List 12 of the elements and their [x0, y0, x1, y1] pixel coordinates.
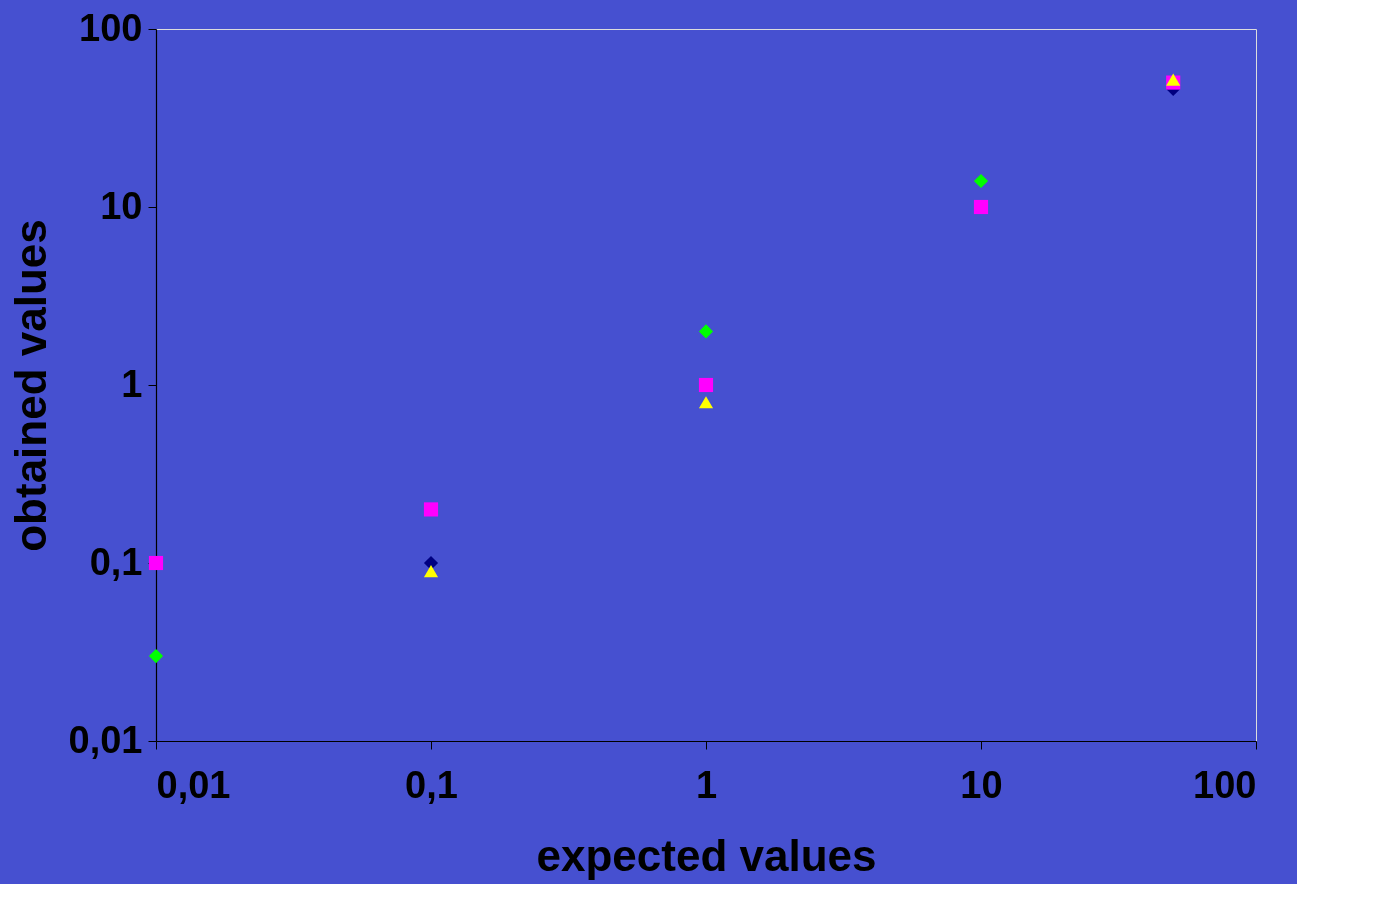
x-tick-label: 100	[1193, 763, 1257, 806]
y-tick-label: 10	[100, 184, 143, 227]
y-tick-label: 1	[121, 362, 143, 405]
x-tick-label: 0,01	[156, 763, 231, 806]
y-tick-label: 0,1	[89, 540, 143, 583]
x-tick-label: 10	[960, 763, 1003, 806]
y-tick-label: 0,01	[68, 718, 143, 761]
x-axis-title: expected values	[536, 830, 877, 880]
x-tick-label: 1	[695, 763, 718, 806]
y-axis-title: obtained values	[5, 219, 55, 552]
x-tick-label: 0,1	[405, 763, 458, 806]
y-tick-label: 100	[79, 6, 143, 49]
